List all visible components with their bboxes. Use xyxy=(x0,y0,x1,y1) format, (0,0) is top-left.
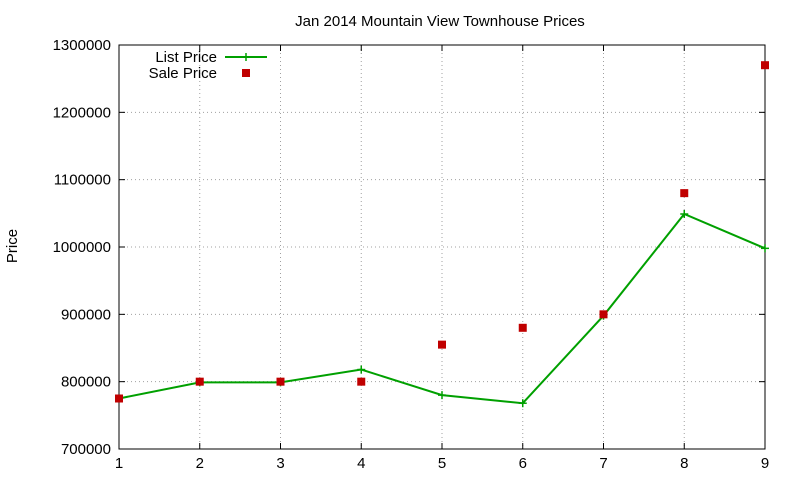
sale-price-point xyxy=(438,340,446,349)
legend-label: List Price xyxy=(155,49,217,66)
list-price-point xyxy=(518,399,527,408)
legend-label: Sale Price xyxy=(149,65,217,82)
x-tick-label: 9 xyxy=(761,455,769,472)
y-tick-label: 1200000 xyxy=(53,104,111,121)
x-tick-label: 7 xyxy=(599,455,607,472)
list-price-line xyxy=(118,212,766,405)
sale-price-point xyxy=(115,394,123,403)
list-price-point xyxy=(357,365,366,374)
x-tick-label: 8 xyxy=(680,455,688,472)
x-tick-label: 4 xyxy=(357,455,365,472)
y-tick-label: 700000 xyxy=(61,441,111,458)
y-tick-label: 1000000 xyxy=(53,239,111,256)
sale-price-point xyxy=(276,377,285,386)
sale-price-point xyxy=(195,377,204,386)
sale-price-point xyxy=(761,61,769,70)
y-tick-labels: 700000 800000 900000 1000000 1100000 1200000 1… xyxy=(53,37,111,458)
x-tick-label: 2 xyxy=(196,455,204,472)
list-price-point xyxy=(761,244,769,253)
y-tick-label: 800000 xyxy=(61,374,111,391)
grid-lines xyxy=(119,45,765,449)
x-tick-label: 3 xyxy=(276,455,284,472)
sale-price-point xyxy=(518,323,527,332)
sale-price-point xyxy=(680,189,689,198)
series-marks xyxy=(115,61,769,408)
x-tick-label: 6 xyxy=(519,455,527,472)
sale-price-point xyxy=(357,377,366,386)
y-axis-label: Price xyxy=(4,229,21,263)
chart-title: Jan 2014 Mountain View Townhouse Prices xyxy=(295,13,585,30)
y-tick-label: 1100000 xyxy=(54,172,111,189)
legend-item-sale-price: Sale Price xyxy=(149,65,250,82)
y-tick-label: 900000 xyxy=(61,306,111,323)
x-tick-label: 1 xyxy=(115,455,123,472)
y-tick-label: 1300000 xyxy=(53,37,111,54)
legend-marker-sample xyxy=(242,69,250,77)
legend-item-list-price: List Price xyxy=(155,49,267,66)
x-tick-label: 5 xyxy=(438,455,446,472)
sale-price-point xyxy=(599,310,608,319)
list-price-point xyxy=(438,391,446,400)
legend-marker-sample xyxy=(242,53,250,61)
list-price-point xyxy=(680,210,689,219)
x-tick-labels: 1 2 3 4 5 6 7 8 9 xyxy=(115,455,769,472)
